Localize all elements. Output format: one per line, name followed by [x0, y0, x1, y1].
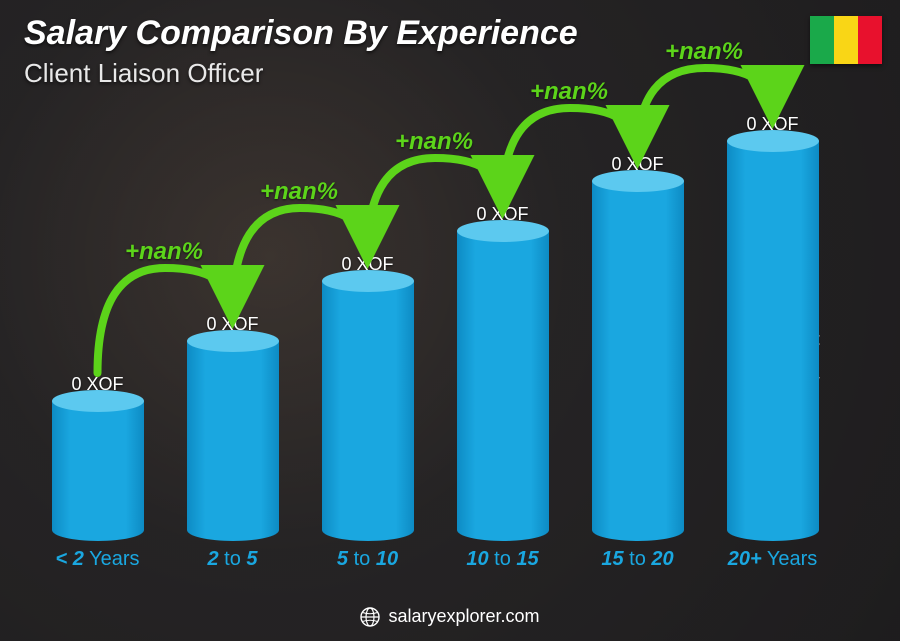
bar-top-ellipse	[727, 130, 819, 152]
bar-wrap: 0 XOF	[705, 120, 840, 541]
x-axis-label: 20+ Years	[705, 548, 840, 571]
x-axis-label: 2 to 5	[165, 548, 300, 571]
x-axis-label: 15 to 20	[570, 548, 705, 571]
bar-body	[592, 181, 684, 541]
bar-top-ellipse	[457, 220, 549, 242]
footer: salaryexplorer.com	[0, 606, 900, 627]
bar	[727, 141, 819, 541]
growth-pct-label: +nan%	[530, 78, 608, 106]
bar-top-ellipse	[592, 170, 684, 192]
country-flag-mali	[810, 16, 882, 64]
bar	[52, 401, 144, 541]
bar-wrap: 0 XOF	[165, 120, 300, 541]
bar-top-ellipse	[187, 330, 279, 352]
bar-chart: 0 XOF0 XOF0 XOF0 XOF0 XOF0 XOF < 2 Years…	[30, 120, 840, 571]
x-labels: < 2 Years2 to 55 to 1010 to 1515 to 2020…	[30, 548, 840, 571]
bar	[592, 181, 684, 541]
bar-top-ellipse	[52, 390, 144, 412]
bar	[322, 281, 414, 541]
x-axis-label: 10 to 15	[435, 548, 570, 571]
x-axis-label: < 2 Years	[30, 548, 165, 571]
bar-body	[322, 281, 414, 541]
flag-stripe-red	[858, 16, 882, 64]
x-axis-label: 5 to 10	[300, 548, 435, 571]
footer-site: salaryexplorer.com	[388, 606, 539, 627]
chart-title: Salary Comparison By Experience	[24, 14, 578, 53]
bar-wrap: 0 XOF	[30, 120, 165, 541]
bar-wrap: 0 XOF	[435, 120, 570, 541]
chart-stage: Salary Comparison By Experience Client L…	[0, 0, 900, 641]
bars-container: 0 XOF0 XOF0 XOF0 XOF0 XOF0 XOF	[30, 120, 840, 541]
bar	[457, 231, 549, 541]
bar-body	[457, 231, 549, 541]
chart-subtitle: Client Liaison Officer	[24, 58, 263, 89]
bar-wrap: 0 XOF	[300, 120, 435, 541]
bar-body	[52, 401, 144, 541]
bar-body	[727, 141, 819, 541]
bar-wrap: 0 XOF	[570, 120, 705, 541]
bar-top-ellipse	[322, 270, 414, 292]
bar	[187, 341, 279, 541]
growth-pct-label: +nan%	[665, 38, 743, 66]
globe-icon	[360, 607, 380, 627]
flag-stripe-green	[810, 16, 834, 64]
bar-body	[187, 341, 279, 541]
flag-stripe-yellow	[834, 16, 858, 64]
